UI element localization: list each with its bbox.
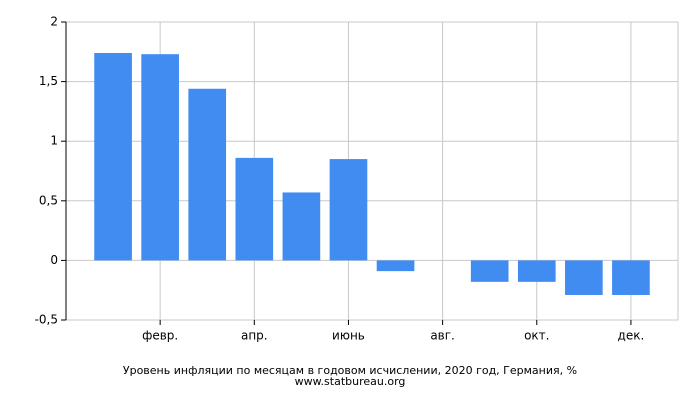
bar bbox=[329, 159, 368, 261]
bar bbox=[282, 192, 321, 261]
bar bbox=[565, 260, 603, 295]
x-tick-label: дек. bbox=[618, 329, 645, 343]
bar bbox=[517, 260, 556, 282]
y-tick-label: 1 bbox=[50, 134, 58, 148]
bar bbox=[188, 88, 227, 261]
bar bbox=[376, 260, 415, 272]
x-tick-label: июнь bbox=[332, 329, 365, 343]
x-tick-label: апр. bbox=[241, 329, 268, 343]
x-tick-label: окт. bbox=[524, 329, 549, 343]
y-tick-label: 1,5 bbox=[39, 74, 58, 88]
x-tick-label: авг. bbox=[430, 329, 455, 343]
y-tick-label: 2 bbox=[50, 15, 58, 29]
chart-title: Уровень инфляции по месяцам в годовом ис… bbox=[123, 364, 577, 377]
bar bbox=[141, 54, 179, 261]
y-tick-label: 0 bbox=[50, 253, 58, 267]
y-tick-label: -0,5 bbox=[35, 313, 58, 327]
bar bbox=[235, 157, 274, 261]
bar bbox=[470, 260, 509, 282]
x-tick-label: февр. bbox=[142, 329, 178, 343]
bar bbox=[94, 52, 132, 261]
chart-subtitle: www.statbureau.org bbox=[295, 375, 406, 388]
y-tick-label: 0,5 bbox=[39, 193, 58, 207]
bar bbox=[612, 260, 650, 295]
